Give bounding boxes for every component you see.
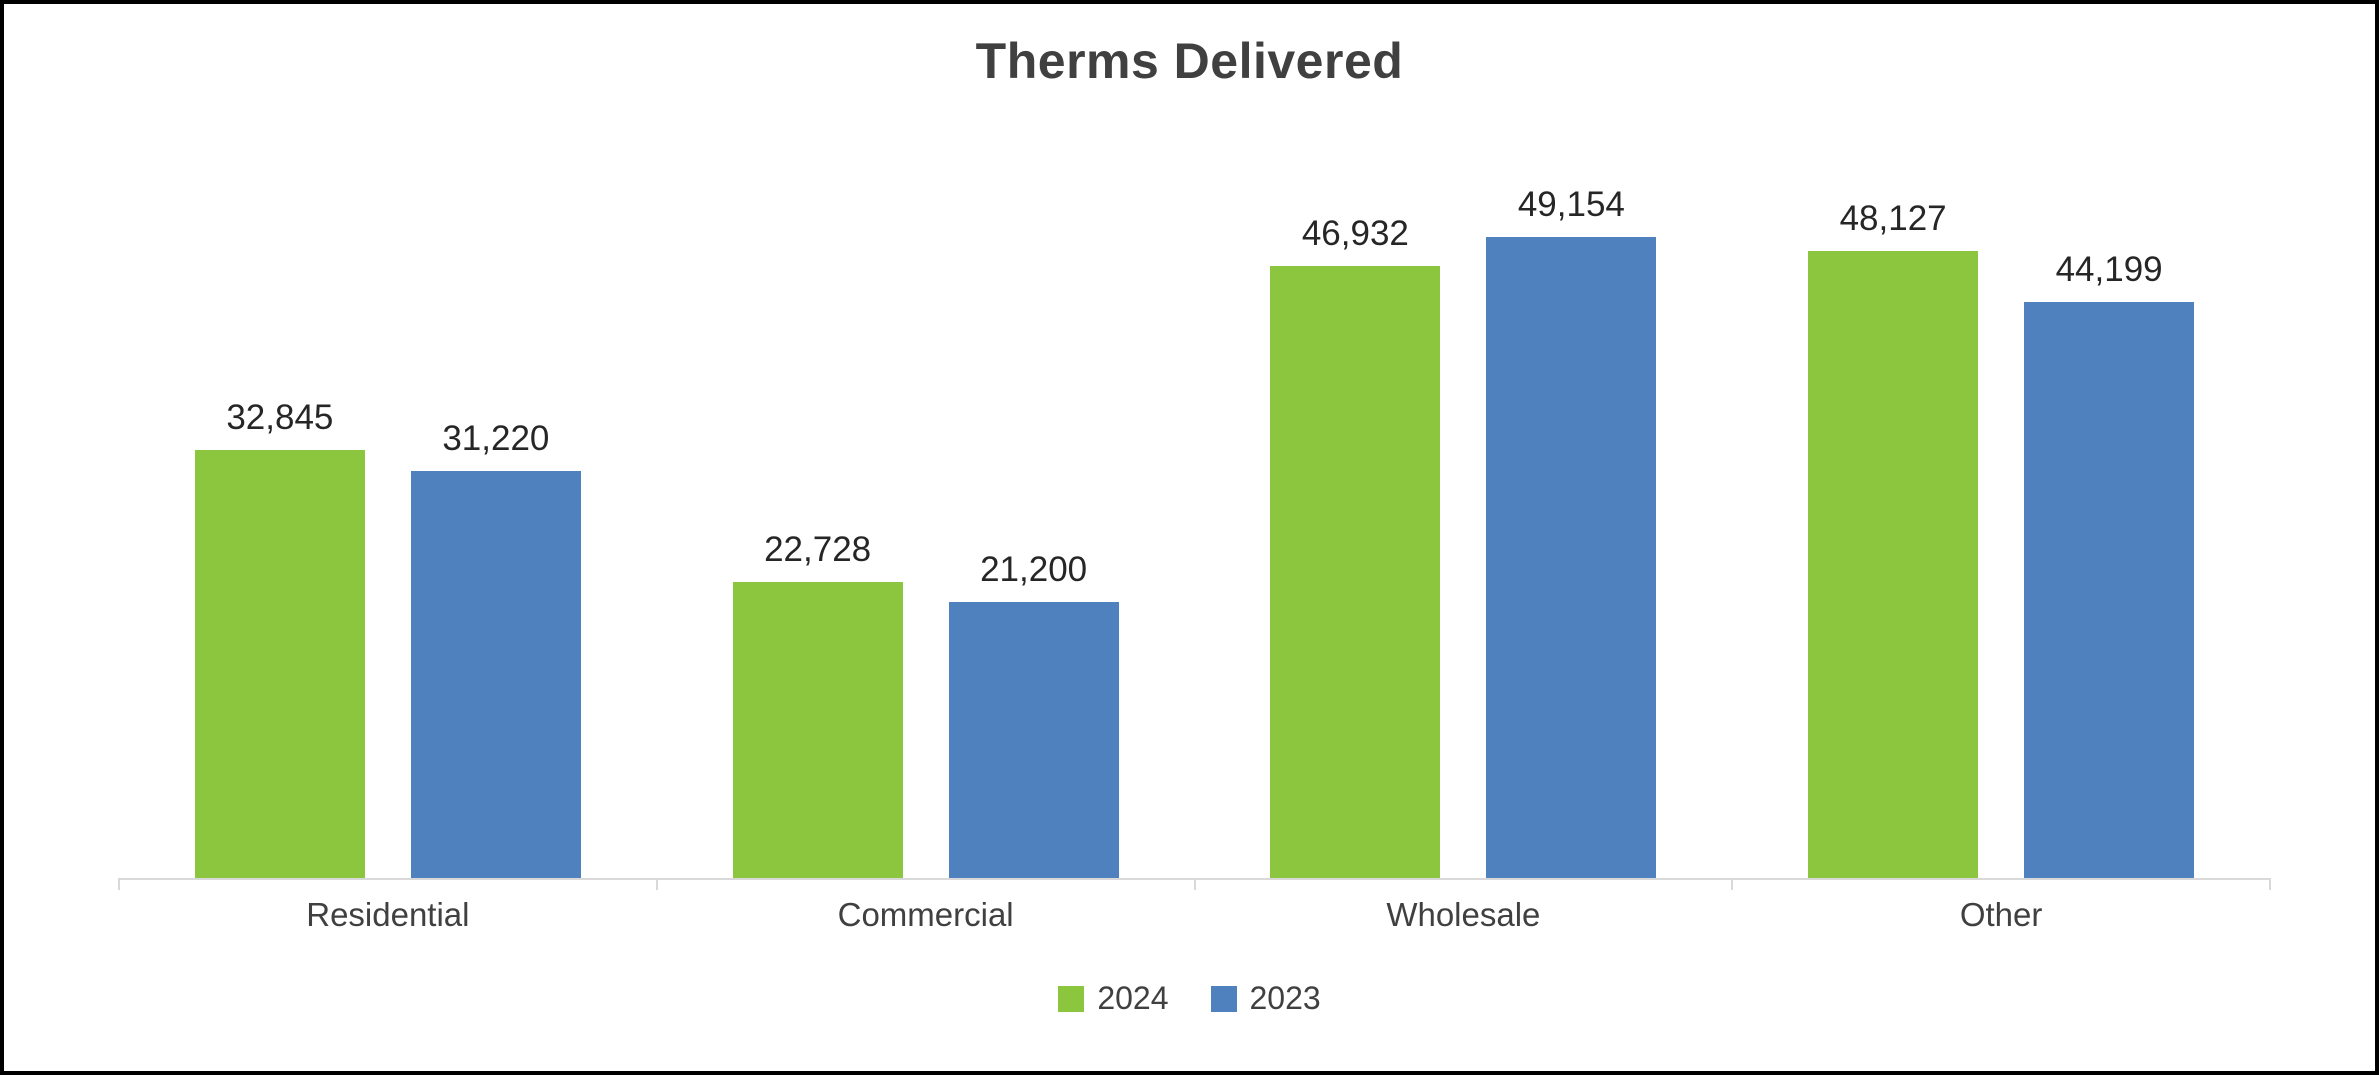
axis-tick	[118, 878, 120, 890]
x-axis-labels: Residential Commercial Wholesale Other	[119, 896, 2270, 934]
data-label-2024-other: 48,127	[1839, 199, 1947, 238]
bar-wrap-2023-other: 44,199	[2024, 124, 2195, 878]
plot-area: 32,845 31,220 22,728 21,200 46,932 49,154 48,1…	[118, 124, 2271, 890]
axis-label-residential: Residential	[306, 896, 470, 933]
bar-wrap-2024-commercial: 22,728	[732, 124, 903, 878]
data-label-2023-commercial: 21,200	[980, 550, 1088, 589]
bar-2023-commercial	[948, 602, 1119, 878]
legend-label-2023: 2023	[1249, 980, 1321, 1016]
axis-tick	[2269, 878, 2271, 890]
bar-2024-commercial	[732, 582, 903, 878]
legend-item-2024: 2024	[1058, 980, 1169, 1017]
data-label-2023-wholesale: 49,154	[1517, 185, 1625, 224]
bar-wrap-2024-wholesale: 46,932	[1270, 124, 1441, 878]
data-label-2023-residential: 31,220	[442, 419, 550, 458]
bar-2023-residential	[410, 471, 581, 878]
bar-group-wholesale: 46,932 49,154	[1195, 124, 1733, 878]
bar-wrap-2023-residential: 31,220	[410, 124, 581, 878]
data-label-2024-commercial: 22,728	[764, 530, 872, 569]
bar-2024-other	[1808, 251, 1979, 878]
axis-label-wholesale: Wholesale	[1386, 896, 1541, 933]
axis-label-commercial: Commercial	[837, 896, 1014, 933]
legend-swatch-2023	[1210, 985, 1237, 1012]
data-label-2023-other: 44,199	[2055, 250, 2163, 289]
chart-title: Therms Delivered	[975, 33, 1404, 89]
bar-group-commercial: 22,728 21,200	[657, 124, 1195, 878]
bar-wrap-2023-commercial: 21,200	[948, 124, 1119, 878]
bar-2023-wholesale	[1486, 237, 1657, 878]
axis-label-other: Other	[1959, 896, 2043, 933]
bar-wrap-2024-other: 48,127	[1808, 124, 1979, 878]
legend-item-2023: 2023	[1210, 980, 1321, 1017]
legend-label-2024: 2024	[1097, 980, 1169, 1016]
bar-2024-residential	[194, 450, 365, 878]
data-label-2024-wholesale: 46,932	[1301, 214, 1409, 253]
bar-group-other: 48,127 44,199	[1732, 124, 2270, 878]
legend-swatch-2024	[1058, 985, 1085, 1012]
data-label-2024-residential: 32,845	[226, 398, 334, 437]
axis-tick	[1731, 878, 1734, 890]
axis-tick	[1193, 878, 1196, 890]
bar-2023-other	[2024, 302, 2195, 878]
bar-wrap-2024-residential: 32,845	[194, 124, 365, 878]
bar-group-residential: 32,845 31,220	[119, 124, 657, 878]
legend: 2024 2023	[4, 980, 2375, 1017]
plot-wrap: 32,845 31,220 22,728 21,200 46,932 49,154 48,1…	[118, 124, 2271, 934]
axis-tick	[655, 878, 658, 890]
bar-2024-wholesale	[1270, 266, 1441, 878]
bar-wrap-2023-wholesale: 49,154	[1486, 124, 1657, 878]
